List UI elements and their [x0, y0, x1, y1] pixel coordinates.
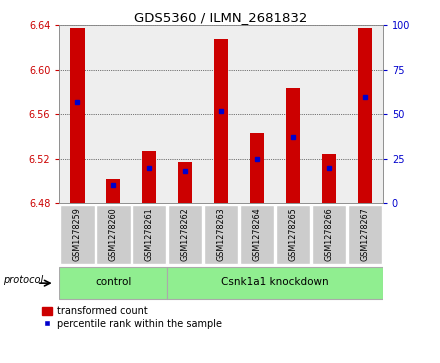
- Bar: [276, 204, 310, 264]
- Bar: [250, 133, 264, 203]
- Bar: [240, 204, 274, 264]
- Bar: [106, 179, 121, 203]
- Bar: [322, 154, 336, 203]
- Bar: [167, 267, 383, 299]
- Title: GDS5360 / ILMN_2681832: GDS5360 / ILMN_2681832: [134, 11, 308, 24]
- Bar: [142, 151, 157, 203]
- Text: GSM1278267: GSM1278267: [360, 207, 369, 261]
- Bar: [286, 87, 300, 203]
- Text: GSM1278266: GSM1278266: [324, 207, 334, 261]
- Bar: [214, 39, 228, 203]
- Text: GSM1278259: GSM1278259: [73, 207, 82, 261]
- Bar: [178, 162, 192, 203]
- Bar: [168, 204, 202, 264]
- Bar: [60, 204, 95, 264]
- Text: protocol: protocol: [3, 274, 43, 285]
- Text: GSM1278260: GSM1278260: [109, 207, 118, 261]
- Text: Csnk1a1 knockdown: Csnk1a1 knockdown: [221, 277, 329, 287]
- Bar: [312, 204, 346, 264]
- Text: GSM1278261: GSM1278261: [145, 207, 154, 261]
- Bar: [358, 28, 372, 203]
- Text: control: control: [95, 277, 132, 287]
- Text: GSM1278262: GSM1278262: [181, 207, 190, 261]
- Text: GSM1278265: GSM1278265: [289, 207, 297, 261]
- Bar: [70, 28, 84, 203]
- Text: GSM1278263: GSM1278263: [216, 207, 226, 261]
- Bar: [96, 204, 131, 264]
- Bar: [204, 204, 238, 264]
- Text: GSM1278264: GSM1278264: [253, 207, 261, 261]
- Bar: [348, 204, 382, 264]
- Bar: [132, 204, 166, 264]
- Bar: [59, 267, 167, 299]
- Legend: transformed count, percentile rank within the sample: transformed count, percentile rank withi…: [42, 306, 222, 329]
